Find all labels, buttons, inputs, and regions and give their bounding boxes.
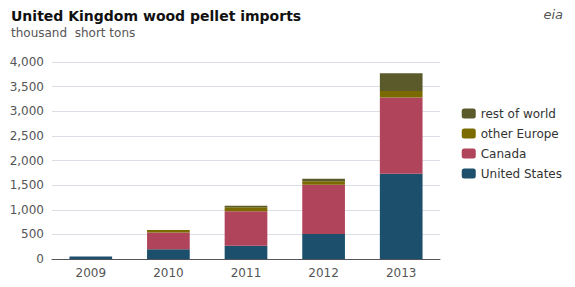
svg-text:2011: 2011 bbox=[231, 266, 262, 280]
svg-text:eia: eia bbox=[543, 7, 563, 22]
svg-text:3,500: 3,500 bbox=[10, 80, 44, 94]
svg-text:1,500: 1,500 bbox=[10, 178, 44, 192]
svg-text:other Europe: other Europe bbox=[481, 127, 559, 141]
svg-text:3,000: 3,000 bbox=[10, 104, 44, 118]
svg-text:500: 500 bbox=[21, 227, 44, 241]
svg-text:rest of world: rest of world bbox=[481, 107, 556, 121]
svg-text:2009: 2009 bbox=[76, 266, 107, 280]
svg-text:0: 0 bbox=[36, 252, 44, 266]
svg-text:United States: United States bbox=[481, 167, 562, 181]
svg-text:4,000: 4,000 bbox=[10, 55, 44, 69]
svg-text:2012: 2012 bbox=[308, 266, 339, 280]
svg-text:United Kingdom wood pellet imp: United Kingdom wood pellet imports bbox=[11, 8, 301, 24]
svg-text:2,500: 2,500 bbox=[10, 129, 44, 143]
svg-text:2013: 2013 bbox=[386, 266, 417, 280]
svg-text:Canada: Canada bbox=[481, 147, 527, 161]
svg-text:thousand short tons: thousand short tons bbox=[11, 26, 135, 40]
svg-text:2010: 2010 bbox=[153, 266, 184, 280]
svg-text:2,000: 2,000 bbox=[10, 154, 44, 168]
svg-text:1,000: 1,000 bbox=[10, 203, 44, 217]
